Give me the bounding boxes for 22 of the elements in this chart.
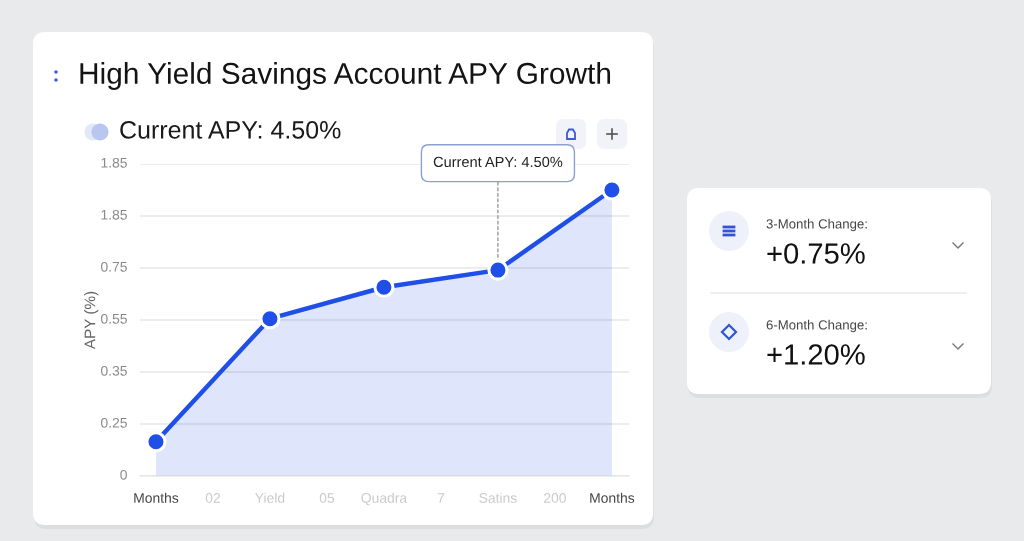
text: 3-Month Change: [766,218,867,232]
text: 0.25 [101,417,127,428]
x-tick-label: Months [134,492,179,503]
point [145,431,167,453]
text: 6-Month Change: [766,319,867,333]
point [601,179,623,201]
annotation: Current APY: 4.50% [433,156,563,168]
text: +1.20% [767,344,865,365]
point [373,276,395,298]
x-tick-label: Months [590,492,635,503]
text: +0.75% [767,243,865,264]
chart-title: High Yield Savings Account APY Growth [80,62,611,90]
chart-subtitle: Current APY: 4.50% [120,121,341,139]
text: 0 [120,469,127,480]
point [259,308,281,330]
text: 1.85 [101,209,127,220]
text: 0.55 [101,313,127,324]
text: 0.75 [101,261,127,272]
text: 0.35 [101,365,127,376]
point [487,259,509,281]
text: 1.85 [101,157,127,168]
y-axis-title: APY (%) [84,291,99,350]
